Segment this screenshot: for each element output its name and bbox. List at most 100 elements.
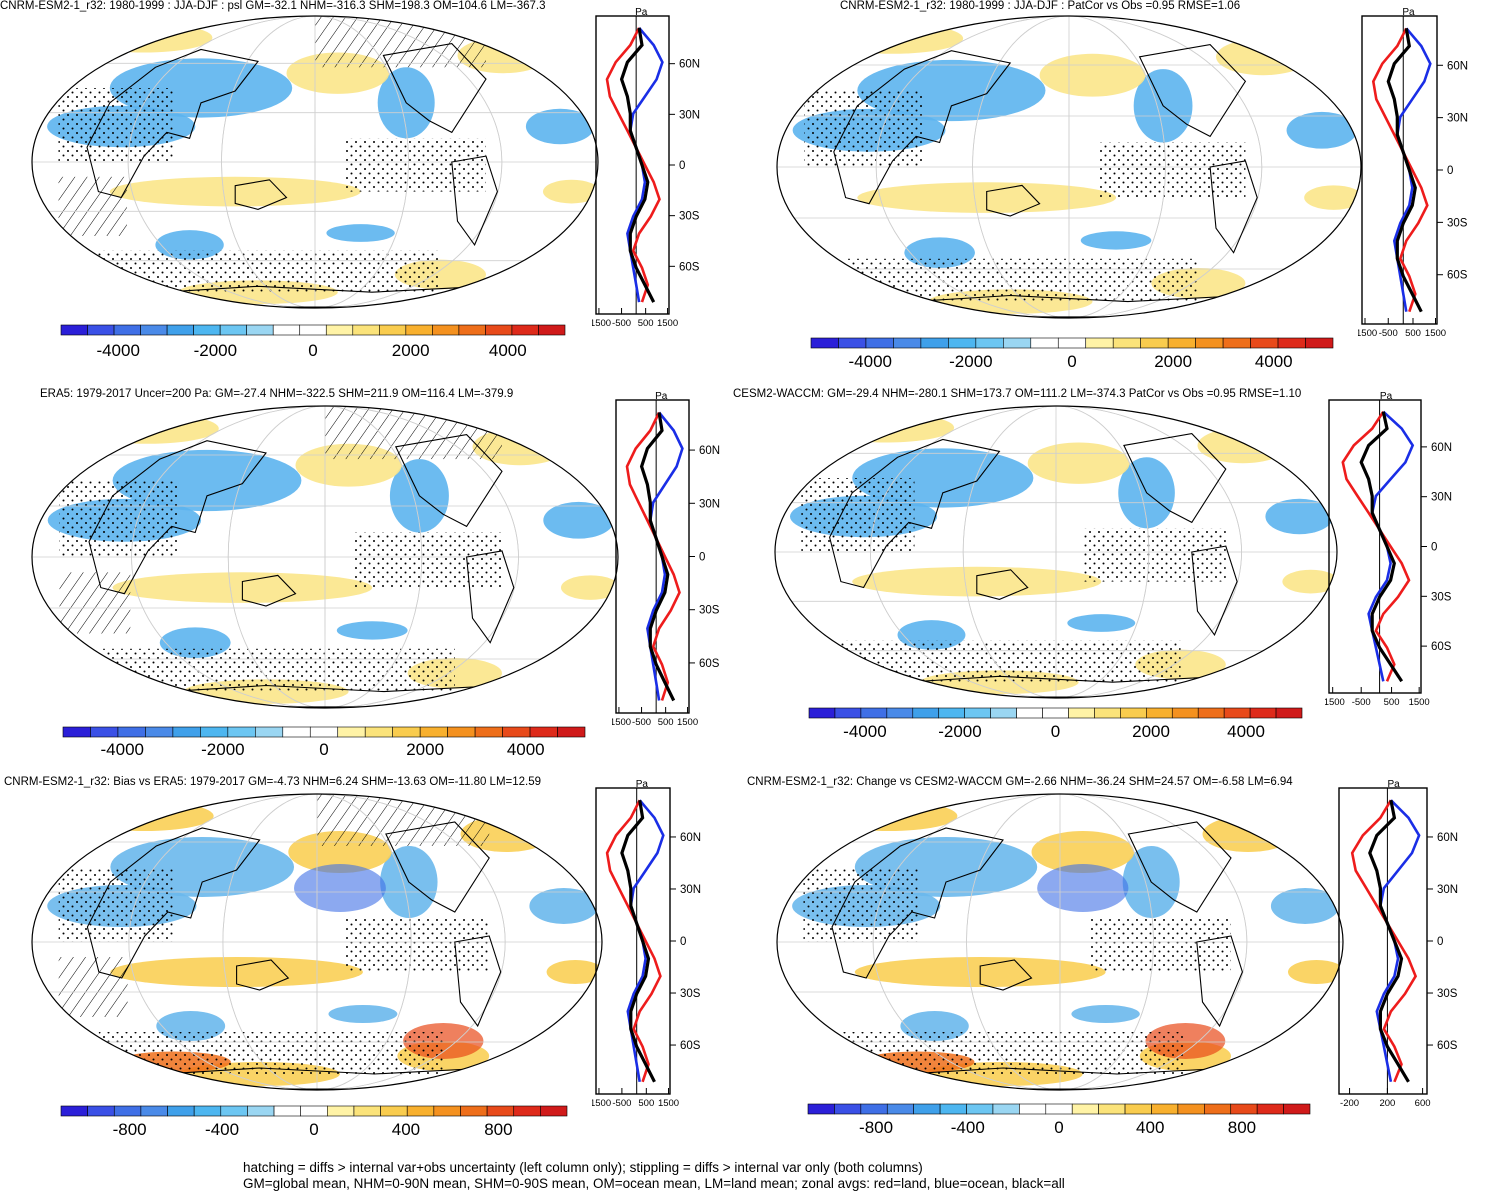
zonal-plot-panel-2: Pa 60N 30N 0 30S 60S -1500-500 500 1500	[1358, 8, 1468, 339]
cbar-tick: 2000	[406, 740, 445, 759]
cbar-tick: 0	[308, 341, 318, 360]
x-label: 200	[1379, 1098, 1395, 1109]
positive-anomaly	[75, 22, 213, 53]
x-label: -500	[612, 1098, 631, 1109]
coastline	[979, 959, 1033, 991]
colorbar-swatch	[380, 1105, 408, 1117]
colorbar-swatch	[485, 324, 513, 336]
lat-label: 60S	[1437, 1040, 1458, 1052]
coastline	[394, 434, 503, 528]
colorbar-panel-5	[60, 1105, 568, 1117]
x-label: 600	[1415, 1098, 1431, 1109]
lat-label: 30S	[1437, 988, 1458, 1000]
hatching	[59, 572, 131, 634]
colorbar-swatch	[966, 1103, 994, 1115]
stippling	[58, 867, 174, 942]
positive-anomaly	[1304, 185, 1361, 210]
lat-label: 30N	[1437, 884, 1458, 896]
stippling	[1088, 918, 1231, 972]
stippling	[354, 532, 502, 588]
cbar-tick: 0	[1067, 352, 1077, 371]
x-label: -500	[632, 717, 651, 728]
colorbar-swatch	[912, 707, 940, 719]
colorbar-swatch	[90, 726, 119, 738]
colorbar-swatch	[807, 1103, 835, 1115]
colorbar-swatch	[282, 726, 311, 738]
colorbar-swatch	[60, 324, 88, 336]
colorbar-swatch	[337, 726, 366, 738]
negative-anomaly	[525, 108, 595, 145]
stippling	[840, 640, 1181, 683]
lat-label: 60N	[680, 832, 701, 844]
panel-title: CNRM-ESM2-1_r32: Bias vs ERA5: 1979-2017…	[4, 776, 542, 788]
colorbar-swatch	[167, 1105, 195, 1117]
colorbar-swatch	[405, 324, 433, 336]
colorbar-swatch	[1177, 1103, 1205, 1115]
lat-label: 30S	[699, 605, 720, 617]
x-label: 500	[638, 318, 654, 329]
negative-anomaly	[294, 864, 386, 912]
map-panel-1	[31, 15, 599, 309]
x-label: 500	[658, 717, 674, 728]
negative-anomaly	[326, 224, 395, 242]
colorbar-swatch	[1222, 337, 1251, 349]
colorbar-swatch	[166, 324, 194, 336]
cbar-tick: 0	[309, 1120, 319, 1139]
colorbar-swatch	[810, 337, 839, 349]
colorbar-swatch	[200, 726, 229, 738]
colorbar-swatch	[1256, 1103, 1284, 1115]
lat-label: 60S	[1447, 270, 1468, 282]
colorbar-swatch	[392, 726, 421, 738]
graticule	[131, 406, 519, 708]
colorbar-swatch	[538, 324, 566, 336]
stippling	[804, 90, 922, 167]
coastline	[1123, 433, 1227, 524]
stippling	[58, 88, 173, 162]
colorbar-swatch	[140, 1105, 168, 1117]
colorbar-swatch	[309, 726, 339, 738]
negative-anomaly	[1037, 864, 1129, 912]
cbar-tick: -4000	[843, 722, 887, 741]
colorbar-labels-panel-1: -4000 -2000 0 2000 4000	[60, 341, 566, 361]
colorbar-panel-3	[62, 726, 586, 738]
colorbar-swatch	[1250, 337, 1279, 349]
graticule	[872, 794, 1248, 1090]
colorbar-swatch	[838, 337, 867, 349]
colorbar-swatch	[992, 1103, 1020, 1115]
stippling	[845, 258, 1199, 302]
cbar-tick: 2000	[1132, 722, 1170, 741]
footer-caption: hatching = diffs > internal var+obs unce…	[243, 1160, 1065, 1192]
coastline	[976, 569, 1029, 600]
cbar-tick: -2000	[938, 722, 982, 741]
colorbar-swatch	[325, 324, 354, 336]
zonal-curve	[1350, 799, 1418, 1083]
x-label: 1500	[657, 318, 678, 329]
x-label: -500	[1352, 697, 1371, 708]
map-panel-6	[776, 793, 1344, 1091]
cbar-tick: 800	[484, 1120, 513, 1139]
colorbar-panel-4	[808, 707, 1303, 719]
negative-anomaly	[1067, 614, 1136, 632]
colorbar-swatch	[1305, 337, 1334, 349]
colorbar-swatch	[227, 726, 256, 738]
colorbar-swatch	[1230, 1103, 1258, 1115]
negative-anomaly	[529, 888, 599, 924]
cbar-tick: 4000	[1254, 352, 1293, 371]
zonal-plot-panel-4: Pa 60N 30N 0 30S 60S -1500 -500 500 1500	[1325, 392, 1452, 708]
colorbar-labels-panel-2: -4000 -2000 0 2000 4000	[810, 352, 1334, 372]
cbar-tick: -4000	[96, 341, 140, 360]
coastline	[466, 550, 515, 644]
footer-line-1: hatching = diffs > internal var+obs unce…	[243, 1160, 923, 1175]
colorbar-swatch	[273, 1105, 301, 1117]
cbar-tick: 0	[319, 740, 329, 759]
cbar-tick: 400	[391, 1120, 421, 1139]
panel-5: CNRM-ESM2-1_r32: Bias vs ERA5: 1979-2017…	[0, 776, 740, 1146]
colorbar-swatch	[87, 1105, 115, 1117]
colorbar-swatch	[379, 324, 407, 336]
unit-label: Pa	[636, 780, 649, 790]
cbar-tick: 4000	[506, 740, 545, 759]
cbar-tick: 4000	[488, 341, 527, 360]
lat-label: 0	[680, 936, 686, 948]
map-border	[776, 793, 1344, 1091]
cbar-tick: 0	[1054, 1118, 1064, 1137]
